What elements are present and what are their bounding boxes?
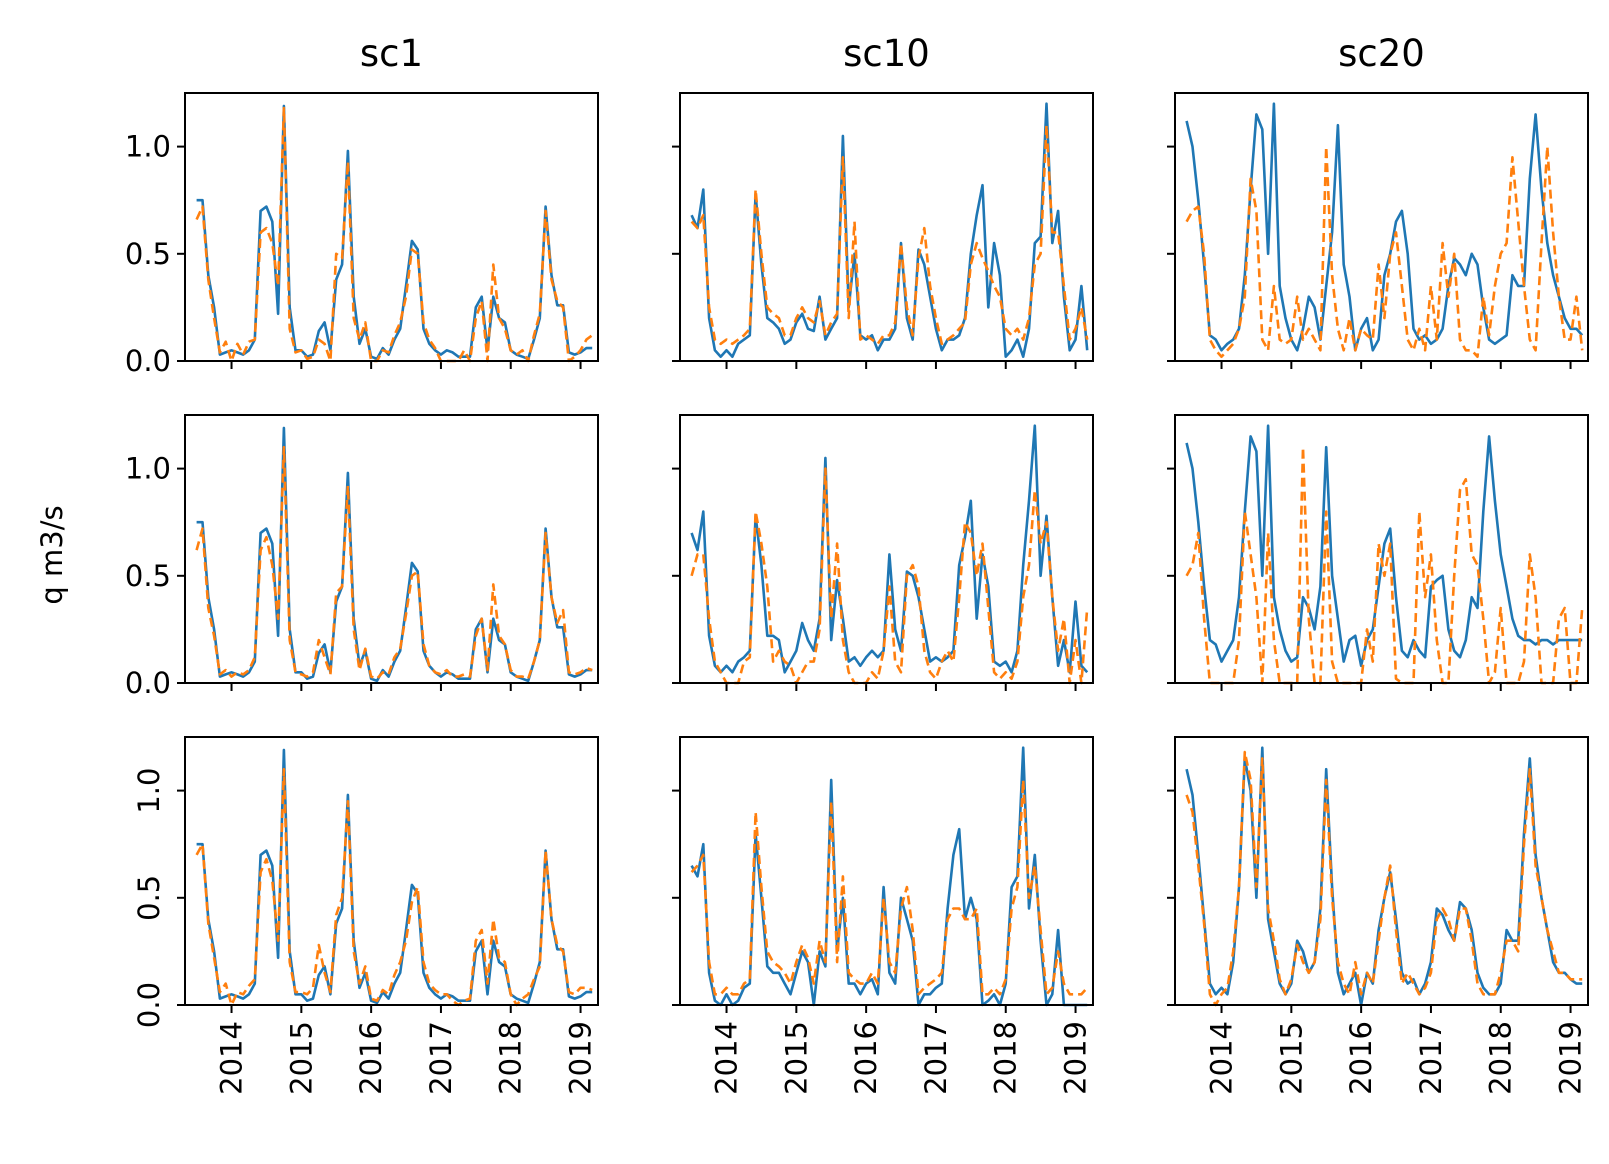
panel-frame <box>1174 92 1589 362</box>
series-line-1 <box>1185 750 1583 1007</box>
column-title-sc20: sc20 <box>1338 32 1425 75</box>
x-tick-label: 2014 <box>215 1021 249 1095</box>
series-line-0 <box>196 104 593 361</box>
column-title-sc1: sc1 <box>360 32 423 75</box>
series-line-1 <box>690 123 1089 346</box>
x-tick-label: 2017 <box>919 1021 953 1095</box>
series-line-1 <box>1185 145 1584 359</box>
series-line-1 <box>690 467 1089 685</box>
panel-frame <box>679 414 1094 684</box>
column-title-sc10: sc10 <box>843 32 930 75</box>
panel-r0-c1 <box>672 92 1094 369</box>
y-tick-label: 0.5 <box>125 559 171 593</box>
panel-r0-c2 <box>1167 92 1589 369</box>
x-tick-label: 2019 <box>1554 1021 1588 1095</box>
series-line-0 <box>196 426 593 683</box>
panel-frame <box>184 92 599 362</box>
panel-r0-c0: 0.0 0.5 1.0 <box>125 92 599 378</box>
x-tick-label: 2018 <box>989 1021 1023 1095</box>
panel-frame <box>679 92 1094 362</box>
y-tick-label: 1.0 <box>125 452 171 486</box>
series-line-0 <box>690 102 1089 359</box>
y-tick-label: 0.0 <box>125 344 171 378</box>
series-line-0 <box>196 748 593 1005</box>
figure-y-axis-label: q m3/s <box>35 505 69 604</box>
x-tick-label: 2019 <box>564 1021 598 1095</box>
x-tick-label: 2017 <box>424 1021 458 1095</box>
panel-frame <box>184 414 599 684</box>
series-line-1 <box>195 106 593 363</box>
y-tick-label: 0.0 <box>132 982 166 1028</box>
x-tick-label: 2017 <box>1414 1021 1448 1095</box>
panel-frame <box>1174 414 1589 684</box>
series-line-0 <box>690 424 1089 674</box>
series-line-0 <box>1185 424 1583 668</box>
x-tick-label: 2016 <box>354 1021 388 1095</box>
x-tick-label: 2018 <box>494 1021 528 1095</box>
panel-frame <box>679 736 1094 1006</box>
x-tick-label: 2015 <box>1274 1021 1308 1095</box>
series-line-1 <box>195 445 593 681</box>
y-tick-label: 0.0 <box>125 666 171 700</box>
panel-r1-c2 <box>1167 414 1589 691</box>
x-tick-label: 2014 <box>1205 1021 1239 1095</box>
y-tick-label: 0.5 <box>132 875 166 921</box>
series-line-0 <box>1185 102 1584 352</box>
y-tick-label: 1.0 <box>125 130 171 164</box>
series-line-0 <box>690 746 1088 1007</box>
series-line-1 <box>195 767 593 1007</box>
x-tick-label: 2019 <box>1059 1021 1093 1095</box>
panel-r2-c1: 2014 2015 2016 2017 2018 2019 <box>672 736 1094 1095</box>
panel-r1-c1 <box>672 414 1094 691</box>
x-tick-label: 2016 <box>1344 1021 1378 1095</box>
panel-grid: sc1 sc10 sc20 0.0 0.5 1.0 0.0 0.5 1.0 0.0 0.5 1.0 20… <box>125 32 1589 1095</box>
y-tick-label: 0.5 <box>125 237 171 271</box>
x-tick-label: 2016 <box>849 1021 883 1095</box>
panel-frame <box>184 736 599 1006</box>
x-tick-label: 2015 <box>284 1021 318 1095</box>
series-line-1 <box>690 778 1089 996</box>
panel-frame <box>1174 736 1589 1006</box>
panel-r1-c0: 0.0 0.5 1.0 <box>125 414 599 700</box>
x-tick-label: 2015 <box>779 1021 813 1095</box>
x-tick-label: 2018 <box>1484 1021 1518 1095</box>
panel-r2-c0: 0.0 0.5 1.0 2014 2015 2016 2017 2018 2019 <box>132 736 599 1095</box>
y-tick-label: 1.0 <box>132 768 166 814</box>
panel-r2-c2: 2014 2015 2016 2017 2018 2019 <box>1167 736 1589 1095</box>
series-line-1 <box>1185 445 1584 685</box>
x-tick-label: 2014 <box>710 1021 744 1095</box>
series-line-0 <box>1185 746 1583 1007</box>
